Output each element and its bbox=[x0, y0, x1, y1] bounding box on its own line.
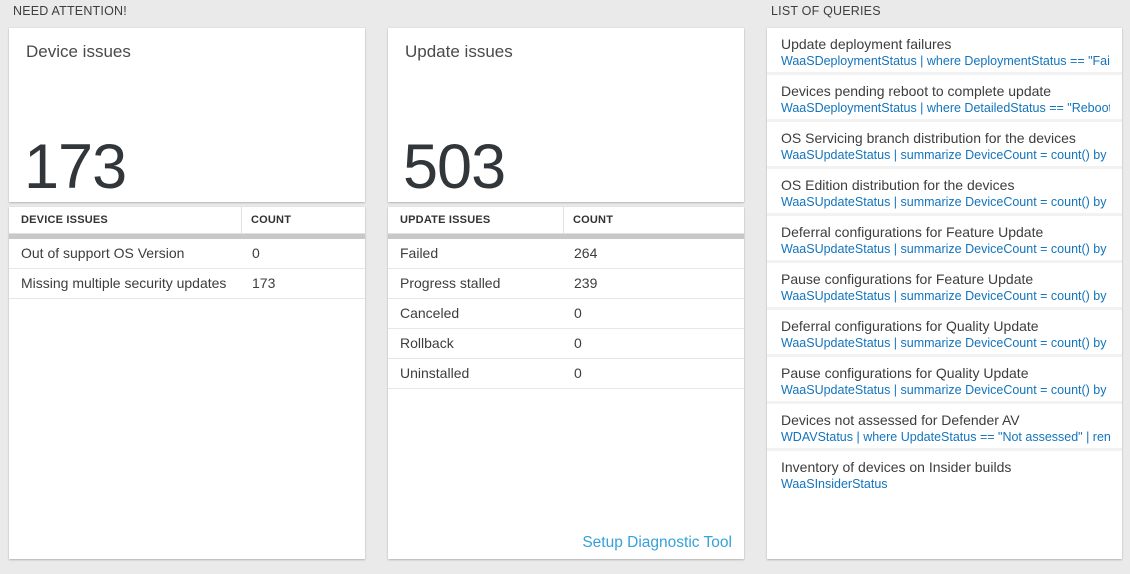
issue-label: Rollback bbox=[400, 335, 454, 351]
query-title: OS Servicing branch distribution for the… bbox=[781, 130, 1076, 146]
query-text-link[interactable]: WaaSUpdateStatus | summarize DeviceCount… bbox=[781, 336, 1110, 350]
query-list-item[interactable]: Deferral configurations for Quality Upda… bbox=[767, 310, 1122, 357]
table-row[interactable]: Canceled 0 bbox=[388, 299, 744, 329]
query-panel: LIST OF QUERIES Update deployment failur… bbox=[767, 0, 1122, 574]
query-text-link[interactable]: WaaSDeploymentStatus | where DeploymentS… bbox=[781, 54, 1110, 68]
issue-label: Uninstalled bbox=[400, 365, 470, 381]
table-scrollbar[interactable] bbox=[9, 234, 365, 239]
count-col-header: COUNT bbox=[573, 214, 614, 226]
setup-diagnostic-tool-link[interactable]: Setup Diagnostic Tool bbox=[582, 534, 732, 551]
issue-count: 0 bbox=[252, 245, 260, 261]
query-title: OS Edition distribution for the devices bbox=[781, 177, 1015, 193]
update-issues-title: Update issues bbox=[405, 42, 513, 61]
device-issues-title: Device issues bbox=[26, 42, 131, 61]
query-text-link[interactable]: WDAVStatus | where UpdateStatus == "Not … bbox=[781, 430, 1110, 444]
query-title: Inventory of devices on Insider builds bbox=[781, 459, 1012, 475]
query-text-link[interactable]: WaaSUpdateStatus | summarize DeviceCount… bbox=[781, 242, 1110, 256]
query-list-item[interactable]: Update deployment failures WaaSDeploymen… bbox=[767, 28, 1122, 75]
table-row[interactable]: Failed 264 bbox=[388, 239, 744, 269]
update-issues-count: 503 bbox=[403, 132, 506, 202]
issue-count: 0 bbox=[574, 335, 582, 351]
issue-count: 264 bbox=[574, 245, 598, 261]
device-issues-col-header: DEVICE ISSUES bbox=[9, 207, 242, 233]
need-attention-column-devices: NEED ATTENTION! Device issues 173 DEVICE… bbox=[9, 0, 365, 574]
query-list-item[interactable]: OS Edition distribution for the devices … bbox=[767, 169, 1122, 216]
query-title: Pause configurations for Quality Update bbox=[781, 365, 1029, 381]
query-list-item[interactable]: Devices pending reboot to complete updat… bbox=[767, 75, 1122, 122]
table-row[interactable]: Out of support OS Version 0 bbox=[9, 239, 365, 269]
query-title: Update deployment failures bbox=[781, 36, 952, 52]
issue-count: 0 bbox=[574, 305, 582, 321]
update-issues-tile[interactable]: Update issues 503 bbox=[388, 28, 744, 202]
query-title: Deferral configurations for Feature Upda… bbox=[781, 224, 1044, 240]
query-text-link[interactable]: WaaSUpdateStatus | summarize DeviceCount… bbox=[781, 195, 1110, 209]
table-row[interactable]: Missing multiple security updates 173 bbox=[9, 269, 365, 299]
query-list-item[interactable]: Pause configurations for Quality Update … bbox=[767, 357, 1122, 404]
query-title: Devices not assessed for Defender AV bbox=[781, 412, 1020, 428]
issue-label: Canceled bbox=[400, 305, 460, 321]
issue-label: Missing multiple security updates bbox=[21, 275, 227, 291]
need-attention-column-updates: Update issues 503 UPDATE ISSUES COUNT Fa… bbox=[388, 0, 744, 574]
update-issues-table-header: UPDATE ISSUES COUNT bbox=[388, 207, 744, 234]
query-title: Devices pending reboot to complete updat… bbox=[781, 83, 1052, 99]
device-issues-count: 173 bbox=[24, 132, 127, 202]
query-text-link[interactable]: WaaSUpdateStatus | summarize DeviceCount… bbox=[781, 289, 1110, 303]
query-list-item[interactable]: Pause configurations for Feature Update … bbox=[767, 263, 1122, 310]
update-issues-table: UPDATE ISSUES COUNT Failed 264 Progress … bbox=[388, 207, 744, 559]
table-row[interactable]: Rollback 0 bbox=[388, 329, 744, 359]
count-col-header: COUNT bbox=[251, 214, 292, 226]
update-issues-col-header: UPDATE ISSUES bbox=[388, 207, 564, 233]
query-text-link[interactable]: WaaSDeploymentStatus | where DetailedSta… bbox=[781, 101, 1110, 115]
list-of-queries-header: LIST OF QUERIES bbox=[771, 4, 881, 18]
issue-count: 173 bbox=[252, 275, 276, 291]
issue-count: 0 bbox=[574, 365, 582, 381]
device-issues-table-header: DEVICE ISSUES COUNT bbox=[9, 207, 365, 234]
query-title: Deferral configurations for Quality Upda… bbox=[781, 318, 1039, 334]
issue-label: Out of support OS Version bbox=[21, 245, 185, 261]
query-text-link[interactable]: WaaSInsiderStatus bbox=[781, 477, 888, 491]
table-scrollbar[interactable] bbox=[388, 234, 744, 239]
issue-label: Failed bbox=[400, 245, 439, 261]
issue-label: Progress stalled bbox=[400, 275, 501, 291]
query-list-item[interactable]: Deferral configurations for Feature Upda… bbox=[767, 216, 1122, 263]
table-row[interactable]: Progress stalled 239 bbox=[388, 269, 744, 299]
issue-count: 239 bbox=[574, 275, 598, 291]
query-title: Pause configurations for Feature Update bbox=[781, 271, 1034, 287]
query-text-link[interactable]: WaaSUpdateStatus | summarize DeviceCount… bbox=[781, 383, 1110, 397]
table-row[interactable]: Uninstalled 0 bbox=[388, 359, 744, 389]
device-issues-table: DEVICE ISSUES COUNT Out of support OS Ve… bbox=[9, 207, 365, 559]
query-list-item[interactable]: Inventory of devices on Insider builds W… bbox=[767, 451, 1122, 559]
query-text-link[interactable]: WaaSUpdateStatus | summarize DeviceCount… bbox=[781, 148, 1110, 162]
query-list: Update deployment failures WaaSDeploymen… bbox=[767, 28, 1122, 559]
device-issues-tile[interactable]: Device issues 173 bbox=[9, 28, 365, 202]
need-attention-header: NEED ATTENTION! bbox=[13, 4, 127, 18]
query-list-item[interactable]: OS Servicing branch distribution for the… bbox=[767, 122, 1122, 169]
query-list-item[interactable]: Devices not assessed for Defender AV WDA… bbox=[767, 404, 1122, 451]
